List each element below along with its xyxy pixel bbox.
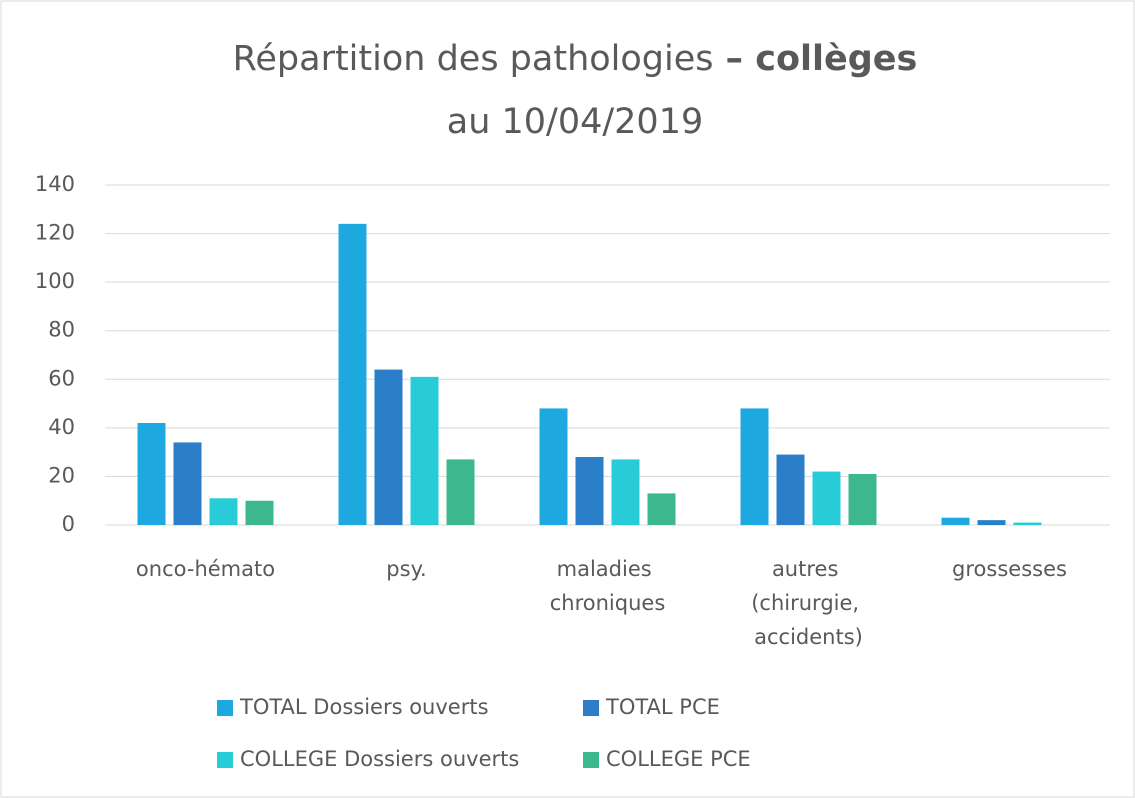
bar [374, 369, 403, 525]
bar [611, 459, 640, 525]
legend-label: COLLEGE PCE [606, 747, 751, 771]
x-tick-label: onco-hémato [136, 557, 275, 581]
legend-swatch [217, 752, 233, 768]
x-tick-label: maladies chroniques [550, 557, 666, 615]
y-tick-label: 120 [35, 221, 75, 245]
x-tick-label: psy. [386, 557, 426, 581]
bar [338, 223, 367, 525]
x-tick-label: autres (chirurgie, accidents) [751, 557, 866, 649]
bar [776, 454, 805, 525]
y-tick-label: 80 [48, 318, 75, 342]
chart-title: Répartition des pathologies – collèges [233, 39, 918, 79]
legend-label: TOTAL PCE [605, 695, 720, 719]
y-tick-label: 0 [62, 512, 75, 536]
bar [941, 517, 970, 525]
bar [812, 471, 841, 525]
legend-swatch [583, 752, 599, 768]
y-tick-label: 20 [48, 463, 75, 487]
title-main: Répartition des pathologies [233, 39, 714, 79]
bar [137, 423, 166, 525]
bar [245, 500, 274, 525]
title-bold: – collèges [726, 39, 918, 79]
bar [740, 408, 769, 525]
legend-swatch [583, 700, 599, 716]
x-tick-label: grossesses [952, 557, 1067, 581]
y-tick-label: 40 [48, 415, 75, 439]
bar [410, 376, 439, 525]
bar [848, 474, 877, 525]
bar [1013, 522, 1042, 525]
bar [575, 457, 604, 525]
legend-swatch [217, 700, 233, 716]
bar [977, 520, 1006, 525]
y-tick-label: 140 [35, 172, 75, 196]
bar [647, 493, 676, 525]
y-tick-label: 60 [48, 366, 75, 390]
bar [173, 442, 202, 525]
legend-label: TOTAL Dossiers ouverts [239, 695, 489, 719]
chart-subtitle: au 10/04/2019 [447, 102, 703, 142]
bar [539, 408, 568, 525]
y-tick-label: 100 [35, 269, 75, 293]
legend-label: COLLEGE Dossiers ouverts [240, 747, 519, 771]
bar [209, 498, 238, 525]
bar [446, 459, 475, 525]
